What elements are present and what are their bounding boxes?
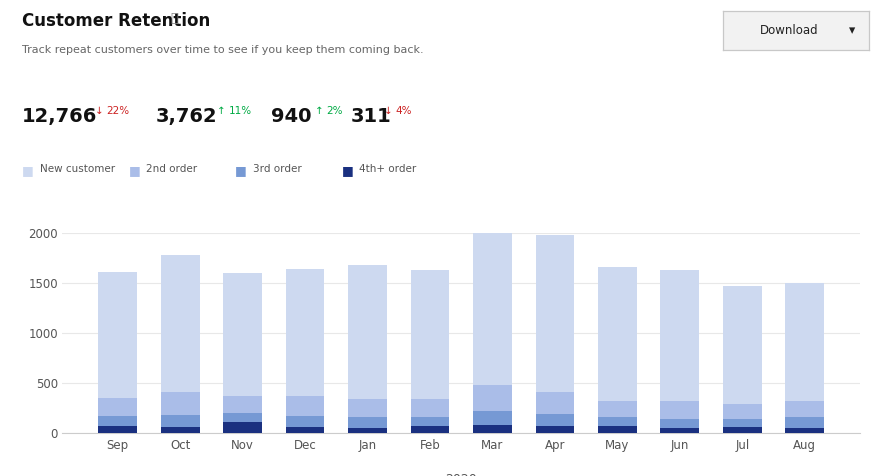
Bar xyxy=(160,415,199,426)
Bar xyxy=(660,270,698,401)
Bar xyxy=(285,396,324,416)
Bar xyxy=(784,283,823,401)
Text: ↑: ↑ xyxy=(315,106,323,116)
Bar xyxy=(160,392,199,415)
Bar xyxy=(285,416,324,427)
Bar xyxy=(597,401,636,416)
Bar xyxy=(722,419,761,427)
Text: 311: 311 xyxy=(350,107,391,126)
Text: ■: ■ xyxy=(235,164,246,177)
Text: Track repeat customers over time to see if you keep them coming back.: Track repeat customers over time to see … xyxy=(22,45,424,55)
Bar xyxy=(98,397,137,416)
Text: ■: ■ xyxy=(22,164,34,177)
Bar xyxy=(472,385,511,411)
Bar xyxy=(784,417,823,427)
Text: ■: ■ xyxy=(128,164,140,177)
Bar xyxy=(472,411,511,425)
Text: 2020: 2020 xyxy=(445,473,477,476)
Bar xyxy=(223,413,261,422)
Bar xyxy=(535,414,573,426)
Bar xyxy=(98,426,137,433)
Bar xyxy=(348,417,386,427)
Bar xyxy=(722,404,761,419)
Bar xyxy=(410,399,449,417)
Text: 2nd order: 2nd order xyxy=(146,164,198,174)
Bar xyxy=(410,426,449,433)
Text: ▾: ▾ xyxy=(848,24,854,37)
Text: Download: Download xyxy=(758,24,817,37)
Text: ⓘ: ⓘ xyxy=(170,12,178,25)
Bar xyxy=(535,392,573,414)
Bar xyxy=(98,416,137,426)
Bar xyxy=(348,265,386,399)
Text: ■: ■ xyxy=(341,164,353,177)
Text: 11%: 11% xyxy=(229,106,252,116)
Text: New customer: New customer xyxy=(40,164,115,174)
Bar xyxy=(535,426,573,433)
Bar xyxy=(223,396,261,413)
Bar xyxy=(472,425,511,433)
Bar xyxy=(472,232,511,385)
Text: 3,762: 3,762 xyxy=(155,107,216,126)
Text: 4%: 4% xyxy=(395,106,412,116)
Bar xyxy=(722,427,761,433)
Bar xyxy=(597,426,636,433)
Bar xyxy=(160,255,199,392)
Text: 4th+ order: 4th+ order xyxy=(359,164,416,174)
Bar xyxy=(722,286,761,404)
Bar xyxy=(223,273,261,396)
Bar xyxy=(410,270,449,399)
Text: ↓: ↓ xyxy=(95,106,104,116)
Text: 3rd order: 3rd order xyxy=(253,164,301,174)
Bar xyxy=(410,417,449,426)
Bar xyxy=(660,428,698,433)
Text: 940: 940 xyxy=(270,107,311,126)
Bar xyxy=(660,401,698,419)
Bar xyxy=(223,422,261,433)
Text: ↓: ↓ xyxy=(384,106,392,116)
Text: ↑: ↑ xyxy=(217,106,226,116)
Text: 12,766: 12,766 xyxy=(22,107,97,126)
Bar xyxy=(348,427,386,433)
Bar xyxy=(160,426,199,433)
Text: 2%: 2% xyxy=(326,106,343,116)
Bar xyxy=(285,269,324,396)
Bar xyxy=(535,235,573,392)
Bar xyxy=(285,427,324,433)
Text: Customer Retention: Customer Retention xyxy=(22,12,210,30)
Bar xyxy=(348,399,386,417)
Bar xyxy=(784,427,823,433)
Text: 22%: 22% xyxy=(106,106,129,116)
Bar xyxy=(784,401,823,417)
Bar xyxy=(660,419,698,428)
Bar xyxy=(597,416,636,426)
Bar xyxy=(597,267,636,401)
Bar xyxy=(98,272,137,397)
